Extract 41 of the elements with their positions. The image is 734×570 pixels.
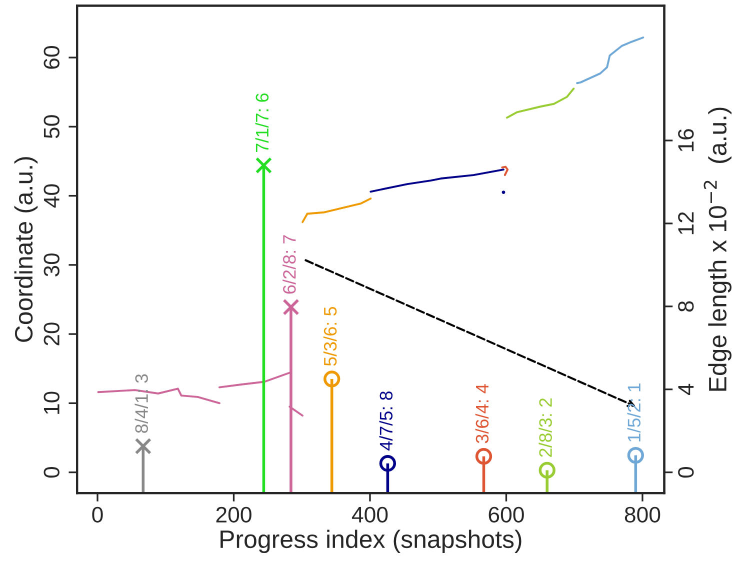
y-axis-title: Coordinate (a.u.): [14, 157, 38, 342]
point: [255, 157, 272, 174]
text: 5/3/6: 5: [323, 307, 337, 366]
y2-tick-label: 16: [678, 129, 694, 152]
point: [538, 462, 556, 479]
line-series: [576, 36, 644, 84]
y-tick-label: 30: [44, 253, 60, 276]
point: [475, 448, 492, 465]
text: 4/7/5: 8: [379, 391, 393, 450]
x-tick-label: 400: [352, 506, 388, 523]
x-tick-label: 800: [624, 506, 660, 523]
y-tick-label: 20: [44, 322, 60, 346]
y2-axis-title: Edge length x 10$^{−2}$ (a.u.): [704, 108, 732, 391]
text: 1/5/2: 1: [627, 383, 641, 442]
x-axis-title: Progress index (snapshots): [220, 530, 522, 554]
y2-tick-label: 12: [678, 212, 694, 234]
line-series: [501, 166, 509, 176]
y-tick-label: 50: [44, 115, 60, 138]
text: 7/1/7: 6: [255, 93, 269, 152]
point: [627, 446, 644, 464]
y2-tick-label: 8: [678, 301, 694, 312]
point: [324, 370, 340, 388]
y-tick-label: 40: [44, 184, 60, 208]
y2-tick-label: 0: [678, 467, 694, 478]
y-tick-label: 0: [44, 467, 60, 478]
y2-tick-label: 4: [678, 384, 694, 396]
point: [379, 455, 396, 472]
y-tick-label: 60: [44, 46, 60, 69]
x-tick-label: 600: [488, 506, 524, 523]
y-tick-label: 10: [44, 392, 60, 414]
line-series: [302, 198, 372, 224]
text: 6/2/8: 7: [282, 235, 296, 294]
x-tick-label: 0: [92, 506, 103, 523]
text: 3/6/4: 4: [475, 384, 489, 444]
line-series: [506, 88, 575, 119]
text: 8/4/1: 3: [134, 374, 148, 433]
point: [134, 438, 152, 455]
x-tick-label: 200: [216, 506, 252, 523]
text: 2/8/3: 2: [538, 398, 552, 457]
point: [282, 298, 300, 316]
line-series: [370, 168, 504, 193]
